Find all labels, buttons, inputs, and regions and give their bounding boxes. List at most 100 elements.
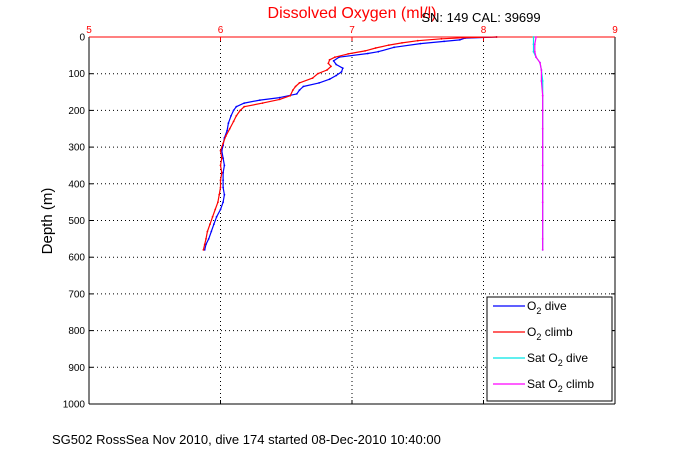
data-point-o2-climb (294, 85, 297, 88)
y-tick-label: 900 (68, 363, 85, 374)
data-point-o2-dive (222, 201, 225, 204)
data-point-o2-dive (232, 109, 235, 112)
y-tick-label: 100 (68, 69, 85, 80)
data-point-sat-o2-climb (539, 61, 541, 64)
data-series (202, 36, 544, 251)
data-point-o2-climb (243, 105, 246, 108)
data-point-o2-dive (458, 39, 461, 41)
data-point-o2-dive (377, 50, 380, 53)
data-point-o2-climb (228, 127, 231, 130)
data-point-o2-dive (235, 105, 238, 108)
data-point-o2-climb (202, 249, 205, 251)
series-line-o2-dive (204, 36, 497, 251)
data-point-o2-dive (207, 238, 210, 240)
data-point-o2-dive (203, 249, 206, 251)
data-point-o2-climb (416, 39, 419, 42)
y-tick-label: 400 (68, 179, 85, 190)
data-point-o2-climb (495, 36, 498, 38)
data-point-o2-dive (341, 67, 344, 70)
data-point-sat-o2-dive (541, 80, 544, 82)
data-point-o2-climb (219, 186, 222, 189)
data-point-o2-dive (335, 63, 338, 66)
data-point-o2-climb (330, 65, 332, 68)
legend-label-sat-o2-dive: Sat O2 dive (527, 351, 588, 368)
data-point-o2-climb (211, 215, 214, 218)
data-point-sat-o2-climb (541, 146, 544, 149)
data-point-o2-dive (335, 74, 338, 77)
data-point-o2-dive (295, 93, 298, 95)
y-tick-label: 1000 (63, 400, 86, 411)
data-point-o2-dive (222, 157, 225, 160)
data-point-sat-o2-climb (541, 127, 544, 130)
data-point-o2-dive (222, 179, 225, 182)
data-point-o2-climb (220, 157, 223, 160)
y-axis-label: Depth (m) (39, 188, 56, 255)
data-point-o2-climb (220, 171, 223, 174)
data-point-o2-climb (206, 230, 209, 233)
data-point-o2-dive (302, 85, 305, 88)
data-point-o2-dive (223, 164, 226, 167)
data-point-sat-o2-climb (540, 80, 543, 82)
data-point-o2-climb (205, 238, 207, 240)
data-point-o2-climb (261, 102, 264, 104)
data-point-sat-o2-climb (541, 201, 544, 204)
data-point-o2-climb (440, 37, 443, 40)
y-tick-label: 200 (68, 106, 85, 117)
data-point-sat-o2-climb (541, 182, 544, 185)
data-point-sat-o2-dive (532, 36, 535, 38)
data-point-o2-climb (289, 94, 292, 97)
data-point-o2-dive (230, 115, 232, 117)
x-tick-label: 7 (349, 25, 355, 36)
data-point-o2-climb (347, 53, 349, 55)
data-point-o2-climb (219, 179, 222, 182)
data-point-o2-dive (227, 122, 230, 125)
data-point-o2-dive (332, 60, 335, 62)
x-tick-label: 5 (86, 25, 92, 36)
data-point-sat-o2-climb (540, 69, 543, 71)
x-tick-label: 8 (481, 25, 487, 36)
data-point-sat-o2-climb (541, 219, 544, 222)
serial-calibration-annotation: SN: 149 CAL: 39699 (421, 10, 540, 25)
data-point-o2-climb (334, 56, 336, 59)
x-tick-label: 6 (218, 25, 224, 36)
dive-info-footer: SG502 RossSea Nov 2010, dive 174 started… (52, 432, 441, 447)
y-tick-label: 800 (68, 326, 85, 337)
data-point-o2-dive (222, 186, 225, 189)
data-point-o2-dive (366, 52, 369, 55)
data-point-sat-o2-climb (533, 50, 536, 53)
data-point-o2-dive (226, 129, 229, 132)
data-point-o2-climb (209, 223, 211, 226)
data-point-sat-o2-climb (535, 36, 537, 38)
data-point-o2-climb (327, 62, 330, 65)
data-point-o2-climb (387, 44, 390, 46)
data-point-sat-o2-climb (535, 56, 537, 59)
axes: 5 6 7 8 9 0 100 200 300 400 500 600 700 800 900 1000 (63, 25, 618, 411)
data-point-o2-climb (311, 77, 314, 79)
data-point-sat-o2-climb (541, 249, 544, 251)
data-point-o2-climb (218, 193, 221, 196)
data-point-o2-climb (298, 82, 301, 84)
data-point-o2-dive (205, 243, 207, 246)
data-point-o2-dive (215, 215, 218, 218)
data-point-sat-o2-climb (541, 109, 544, 112)
data-point-sat-o2-dive (532, 43, 535, 46)
data-point-o2-dive (222, 171, 225, 174)
data-point-o2-dive (328, 78, 331, 81)
data-point-o2-dive (419, 42, 422, 45)
data-point-o2-dive (219, 208, 222, 211)
data-point-o2-climb (219, 149, 222, 152)
data-point-o2-climb (374, 47, 377, 49)
data-point-o2-dive (340, 71, 343, 73)
data-point-o2-dive (220, 149, 223, 152)
data-point-o2-climb (222, 142, 225, 145)
legend-label-sat-o2-climb: Sat O2 climb (527, 377, 594, 394)
data-point-o2-dive (213, 223, 215, 226)
x-tick-label: 9 (612, 25, 618, 36)
data-point-o2-dive (298, 89, 301, 92)
y-tick-label: 300 (68, 143, 85, 154)
data-point-o2-dive (243, 102, 246, 104)
chart-title: Dissolved Oxygen (ml/l) (268, 5, 437, 22)
data-point-sat-o2-dive (532, 50, 535, 53)
data-point-o2-climb (464, 36, 466, 39)
